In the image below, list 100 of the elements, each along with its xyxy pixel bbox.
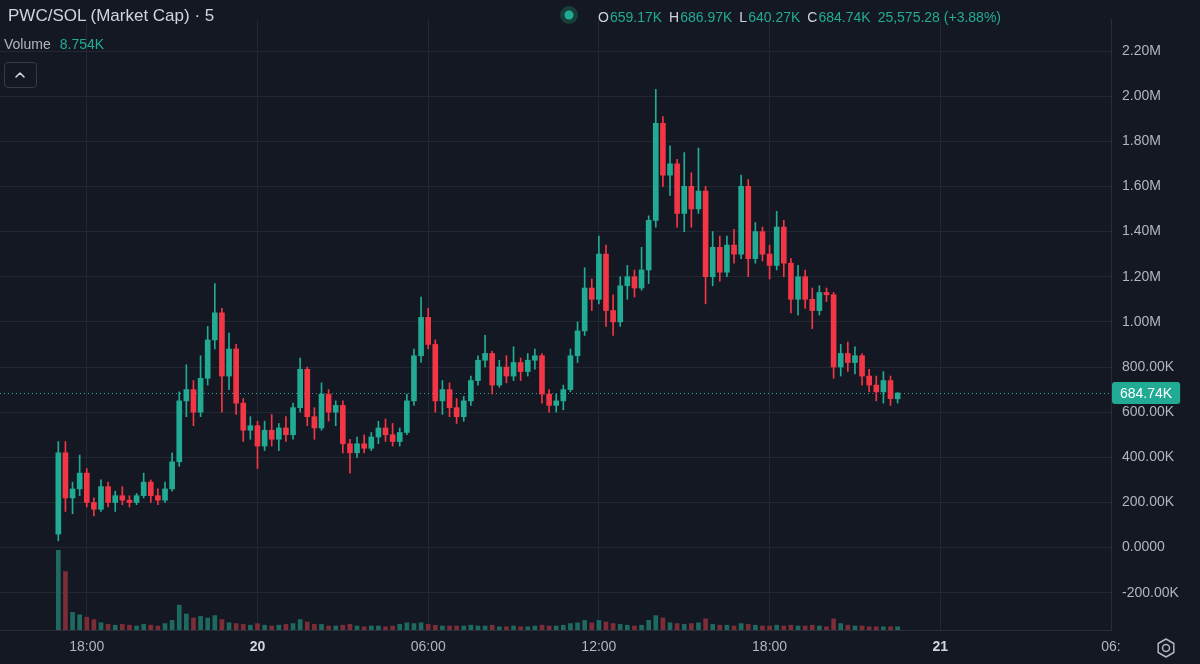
bar <box>696 622 701 630</box>
y-tick-label: 1.60M <box>1122 177 1161 194</box>
bar <box>703 618 708 630</box>
bar <box>425 624 431 630</box>
bar <box>674 623 680 630</box>
bar <box>276 624 282 630</box>
bar <box>63 571 68 630</box>
bar <box>745 624 751 630</box>
bar <box>553 625 559 630</box>
annotation: 659.17K <box>609 8 663 27</box>
bar <box>432 624 438 630</box>
annotation: 686.97K <box>680 8 733 27</box>
bar <box>120 624 125 630</box>
bar <box>376 625 381 630</box>
bar <box>205 617 211 630</box>
bar <box>831 618 836 630</box>
bar <box>738 623 744 630</box>
bar <box>525 626 531 630</box>
bar <box>589 622 595 630</box>
bar <box>98 622 104 630</box>
bar <box>333 625 339 630</box>
bar <box>667 622 673 630</box>
bar <box>689 623 694 630</box>
bar <box>198 616 203 630</box>
bar <box>873 626 879 630</box>
annotation: Volume <box>4 35 51 54</box>
candlestick <box>283 416 289 442</box>
bar <box>511 625 516 630</box>
ref-line-label: 684.74K <box>1120 384 1173 401</box>
x-tick-label: 06:00 <box>410 638 446 655</box>
bar <box>447 625 452 630</box>
annotation: 640.27K <box>748 8 801 27</box>
bar <box>717 624 723 630</box>
bar <box>269 625 275 630</box>
annotation: 684.74K <box>818 8 871 27</box>
bar <box>866 626 872 630</box>
bar <box>290 623 296 630</box>
annotation: C <box>807 8 818 27</box>
x-tick-label: 20 <box>249 638 266 655</box>
y-tick-label: 0.0000 <box>1122 538 1166 555</box>
annotation: 25,575.28 (+3.88%) <box>877 8 1001 27</box>
y-tick-label: -200.00K <box>1122 583 1180 600</box>
bar <box>368 625 374 630</box>
bar <box>454 625 459 630</box>
bar <box>895 626 900 630</box>
bar <box>838 623 844 630</box>
bar <box>383 626 388 630</box>
bar <box>617 624 623 630</box>
bar <box>233 623 239 630</box>
candlestick <box>667 145 673 196</box>
bar <box>582 620 587 630</box>
bar <box>888 626 893 630</box>
candlestick <box>731 229 737 264</box>
bar <box>184 613 189 630</box>
bar <box>148 624 154 630</box>
bar <box>881 626 886 630</box>
bar <box>774 624 780 630</box>
bar <box>240 624 246 630</box>
bar <box>418 622 424 630</box>
bar <box>134 625 139 630</box>
bar <box>817 625 822 630</box>
bar <box>404 622 410 630</box>
y-tick-label: 400.00K <box>1122 448 1175 465</box>
y-tick-label: 1.40M <box>1122 222 1161 239</box>
bar <box>55 550 61 630</box>
bar <box>176 604 182 630</box>
bar <box>568 623 573 630</box>
bar <box>710 624 716 630</box>
y-tick-label: 1.00M <box>1122 312 1161 329</box>
bar <box>304 621 310 630</box>
annotation: L <box>739 8 748 27</box>
annotation: 8.754K <box>59 35 105 54</box>
bar <box>112 624 118 630</box>
bar <box>262 624 267 630</box>
bar <box>496 626 502 630</box>
bar <box>390 625 395 630</box>
y-tick-label: 2.00M <box>1122 87 1161 104</box>
x-tick-label: 18:00 <box>69 638 105 655</box>
bar <box>127 624 132 630</box>
bar <box>361 626 367 630</box>
bar <box>753 624 758 630</box>
bar <box>212 615 218 630</box>
bar <box>461 625 467 630</box>
bar <box>191 617 196 630</box>
bar <box>518 626 523 630</box>
bar <box>653 615 659 630</box>
bar <box>760 625 765 630</box>
bar <box>319 624 324 630</box>
bar <box>681 624 687 630</box>
annotation: H <box>669 8 680 27</box>
bar <box>255 623 260 630</box>
bar <box>504 626 509 630</box>
y-tick-label: 600.00K <box>1122 403 1175 420</box>
bar <box>639 624 644 630</box>
bar <box>411 623 417 630</box>
bar <box>575 622 580 630</box>
annotation: O <box>598 8 609 27</box>
x-tick-label: 18:00 <box>752 638 788 655</box>
x-tick-label: 06: <box>1101 638 1121 655</box>
bar <box>489 624 495 630</box>
